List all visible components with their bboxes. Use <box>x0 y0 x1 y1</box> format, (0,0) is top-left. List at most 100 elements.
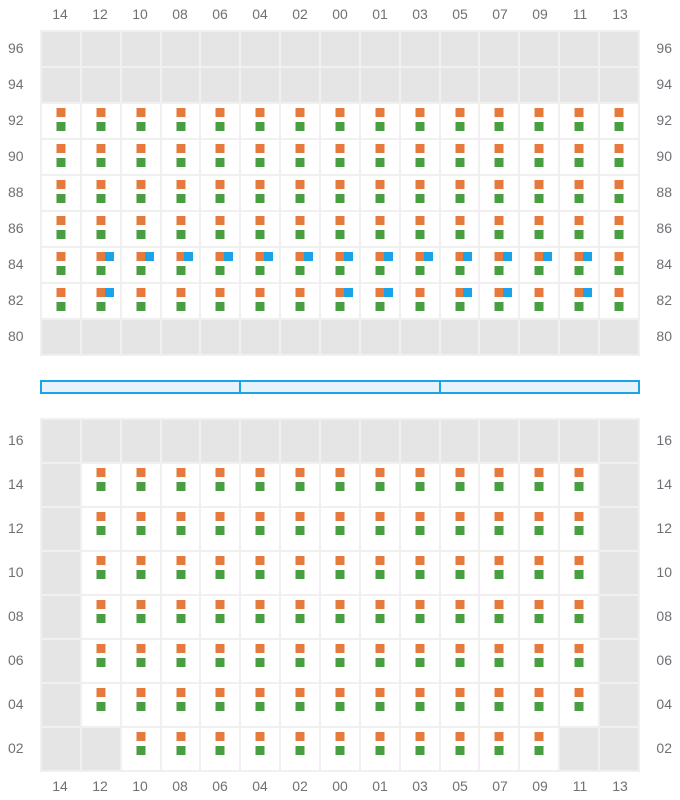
green-marker <box>575 158 584 167</box>
row-label: 86 <box>640 210 680 246</box>
blue-marker <box>384 288 393 297</box>
green-marker <box>96 526 105 535</box>
cell <box>121 419 161 463</box>
green-marker <box>216 122 225 131</box>
cell <box>400 463 440 507</box>
orange-marker <box>136 288 145 297</box>
cell <box>440 247 480 283</box>
orange-marker <box>176 216 185 225</box>
blue-marker <box>543 252 552 261</box>
cell <box>519 283 559 319</box>
cell <box>479 31 519 67</box>
green-marker <box>256 702 265 711</box>
cell <box>200 319 240 355</box>
cell <box>161 463 201 507</box>
column-label: 12 <box>80 6 120 22</box>
green-marker <box>415 702 424 711</box>
column-label: 07 <box>480 778 520 794</box>
green-marker <box>176 746 185 755</box>
green-marker <box>256 658 265 667</box>
cell <box>200 419 240 463</box>
green-marker <box>216 658 225 667</box>
green-marker <box>335 746 344 755</box>
cell <box>41 175 81 211</box>
row-label: 92 <box>640 102 680 138</box>
orange-marker <box>96 180 105 189</box>
orange-marker <box>415 216 424 225</box>
green-marker <box>176 158 185 167</box>
cell <box>200 283 240 319</box>
green-marker <box>415 526 424 535</box>
green-marker <box>256 526 265 535</box>
cell <box>81 247 121 283</box>
green-marker <box>176 482 185 491</box>
cell <box>161 103 201 139</box>
cell <box>280 319 320 355</box>
cell <box>161 283 201 319</box>
cell <box>599 283 639 319</box>
cell <box>240 727 280 771</box>
green-marker <box>296 570 305 579</box>
cell <box>320 639 360 683</box>
green-marker <box>56 194 65 203</box>
orange-marker <box>256 108 265 117</box>
orange-marker <box>136 688 145 697</box>
cell <box>599 31 639 67</box>
orange-marker <box>96 600 105 609</box>
cell <box>200 247 240 283</box>
orange-marker <box>176 108 185 117</box>
green-marker <box>335 230 344 239</box>
cell <box>240 463 280 507</box>
cell <box>81 67 121 103</box>
cell <box>121 283 161 319</box>
green-marker <box>96 482 105 491</box>
column-label: 04 <box>240 778 280 794</box>
cell <box>81 639 121 683</box>
orange-marker <box>136 144 145 153</box>
rack-diagram: { "type": "rack-layout", "background_col… <box>0 0 680 800</box>
cell <box>41 319 81 355</box>
cell <box>360 551 400 595</box>
cell <box>41 211 81 247</box>
cell <box>360 139 400 175</box>
green-marker <box>495 614 504 623</box>
green-marker <box>455 702 464 711</box>
cell <box>320 175 360 211</box>
green-marker <box>216 266 225 275</box>
cell <box>121 67 161 103</box>
cell <box>599 463 639 507</box>
cell <box>280 139 320 175</box>
orange-marker <box>296 512 305 521</box>
cell <box>280 211 320 247</box>
cell <box>240 319 280 355</box>
cell <box>400 319 440 355</box>
cell <box>519 639 559 683</box>
green-marker <box>455 482 464 491</box>
orange-marker <box>296 732 305 741</box>
green-marker <box>415 230 424 239</box>
blue-marker <box>463 288 472 297</box>
orange-marker <box>296 216 305 225</box>
cell <box>519 551 559 595</box>
cell <box>400 67 440 103</box>
green-marker <box>176 230 185 239</box>
cell <box>360 463 400 507</box>
cell <box>479 283 519 319</box>
cell <box>121 595 161 639</box>
row-label: 16 <box>640 418 680 462</box>
cell <box>121 551 161 595</box>
orange-marker <box>136 108 145 117</box>
green-marker <box>136 230 145 239</box>
cell <box>360 639 400 683</box>
cell <box>320 551 360 595</box>
orange-marker <box>535 108 544 117</box>
green-marker <box>96 266 105 275</box>
orange-marker <box>455 512 464 521</box>
green-marker <box>96 702 105 711</box>
cell <box>479 463 519 507</box>
orange-marker <box>575 512 584 521</box>
green-marker <box>216 158 225 167</box>
cell <box>41 103 81 139</box>
cell <box>200 507 240 551</box>
cell <box>240 67 280 103</box>
